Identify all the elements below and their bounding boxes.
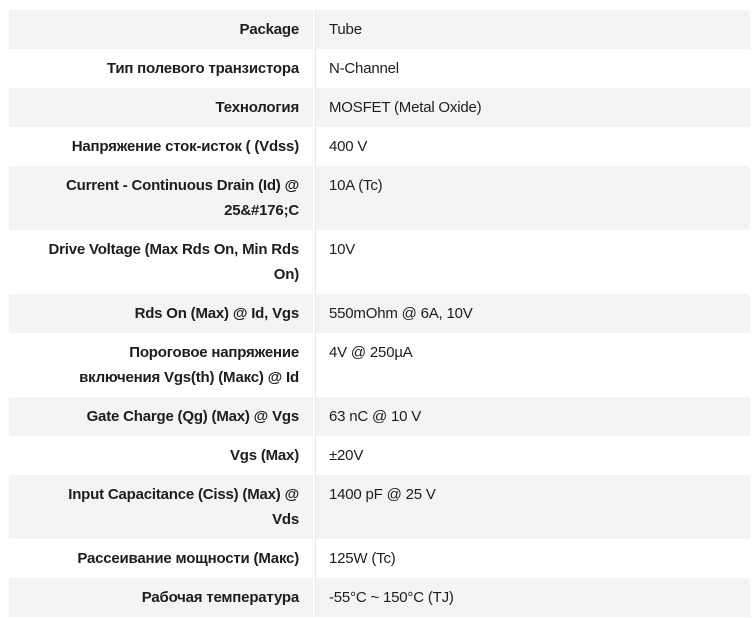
- spec-label: Напряжение сток-исток ( (Vdss): [9, 127, 315, 166]
- table-row: Рабочая температура -55°C ~ 150°C (TJ): [9, 578, 750, 617]
- table-row: Тип полевого транзистора N-Channel: [9, 49, 750, 88]
- spec-value: 550mOhm @ 6A, 10V: [315, 294, 750, 333]
- spec-value: ±20V: [315, 436, 750, 475]
- spec-value: 10V: [315, 230, 750, 294]
- spec-label: Тип полевого транзистора: [9, 49, 315, 88]
- spec-value: N-Channel: [315, 49, 750, 88]
- table-row: Технология MOSFET (Metal Oxide): [9, 88, 750, 127]
- spec-label: Технология: [9, 88, 315, 127]
- spec-value: 400 V: [315, 127, 750, 166]
- spec-label: Rds On (Max) @ Id, Vgs: [9, 294, 315, 333]
- table-row: Input Capacitance (Ciss) (Max) @ Vds 140…: [9, 475, 750, 539]
- spec-label: Пороговое напряжение включения Vgs(th) (…: [9, 333, 315, 397]
- spec-label: Vgs (Max): [9, 436, 315, 475]
- table-row: Vgs (Max) ±20V: [9, 436, 750, 475]
- table-row: Current - Continuous Drain (Id) @ 25&#17…: [9, 166, 750, 230]
- spec-value: 4V @ 250µA: [315, 333, 750, 397]
- table-row: Рассеивание мощности (Макс) 125W (Tc): [9, 539, 750, 578]
- table-row: Напряжение сток-исток ( (Vdss) 400 V: [9, 127, 750, 166]
- spec-label: Рабочая температура: [9, 578, 315, 617]
- table-row: Rds On (Max) @ Id, Vgs 550mOhm @ 6A, 10V: [9, 294, 750, 333]
- spec-value: 1400 pF @ 25 V: [315, 475, 750, 539]
- spec-table: Package Tube Тип полевого транзистора N-…: [9, 10, 750, 617]
- spec-value: 63 nC @ 10 V: [315, 397, 750, 436]
- spec-label: Gate Charge (Qg) (Max) @ Vgs: [9, 397, 315, 436]
- table-row: Drive Voltage (Max Rds On, Min Rds On) 1…: [9, 230, 750, 294]
- table-row: Gate Charge (Qg) (Max) @ Vgs 63 nC @ 10 …: [9, 397, 750, 436]
- spec-value: -55°C ~ 150°C (TJ): [315, 578, 750, 617]
- spec-value: MOSFET (Metal Oxide): [315, 88, 750, 127]
- table-row: Пороговое напряжение включения Vgs(th) (…: [9, 333, 750, 397]
- table-row: Package Tube: [9, 10, 750, 49]
- spec-value: Tube: [315, 10, 750, 49]
- spec-label: Current - Continuous Drain (Id) @ 25&#17…: [9, 166, 315, 230]
- spec-value: 125W (Tc): [315, 539, 750, 578]
- spec-value: 10A (Tc): [315, 166, 750, 230]
- spec-label: Drive Voltage (Max Rds On, Min Rds On): [9, 230, 315, 294]
- spec-label: Package: [9, 10, 315, 49]
- spec-label: Рассеивание мощности (Макс): [9, 539, 315, 578]
- spec-label: Input Capacitance (Ciss) (Max) @ Vds: [9, 475, 315, 539]
